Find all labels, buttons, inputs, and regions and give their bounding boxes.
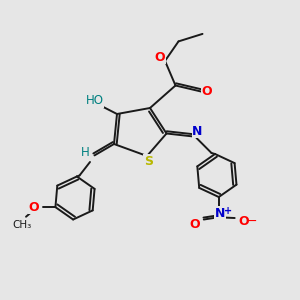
- Text: S: S: [144, 155, 153, 168]
- Text: H: H: [81, 146, 90, 159]
- Text: O: O: [28, 201, 39, 214]
- Text: N: N: [215, 207, 226, 220]
- Text: O: O: [202, 85, 212, 98]
- Text: O: O: [154, 51, 165, 64]
- Text: CH₃: CH₃: [13, 220, 32, 230]
- Text: O: O: [238, 214, 249, 227]
- Text: O: O: [190, 218, 200, 231]
- Text: HO: HO: [85, 94, 103, 107]
- Text: N: N: [192, 124, 203, 138]
- Text: −: −: [247, 214, 257, 227]
- Text: +: +: [224, 206, 232, 215]
